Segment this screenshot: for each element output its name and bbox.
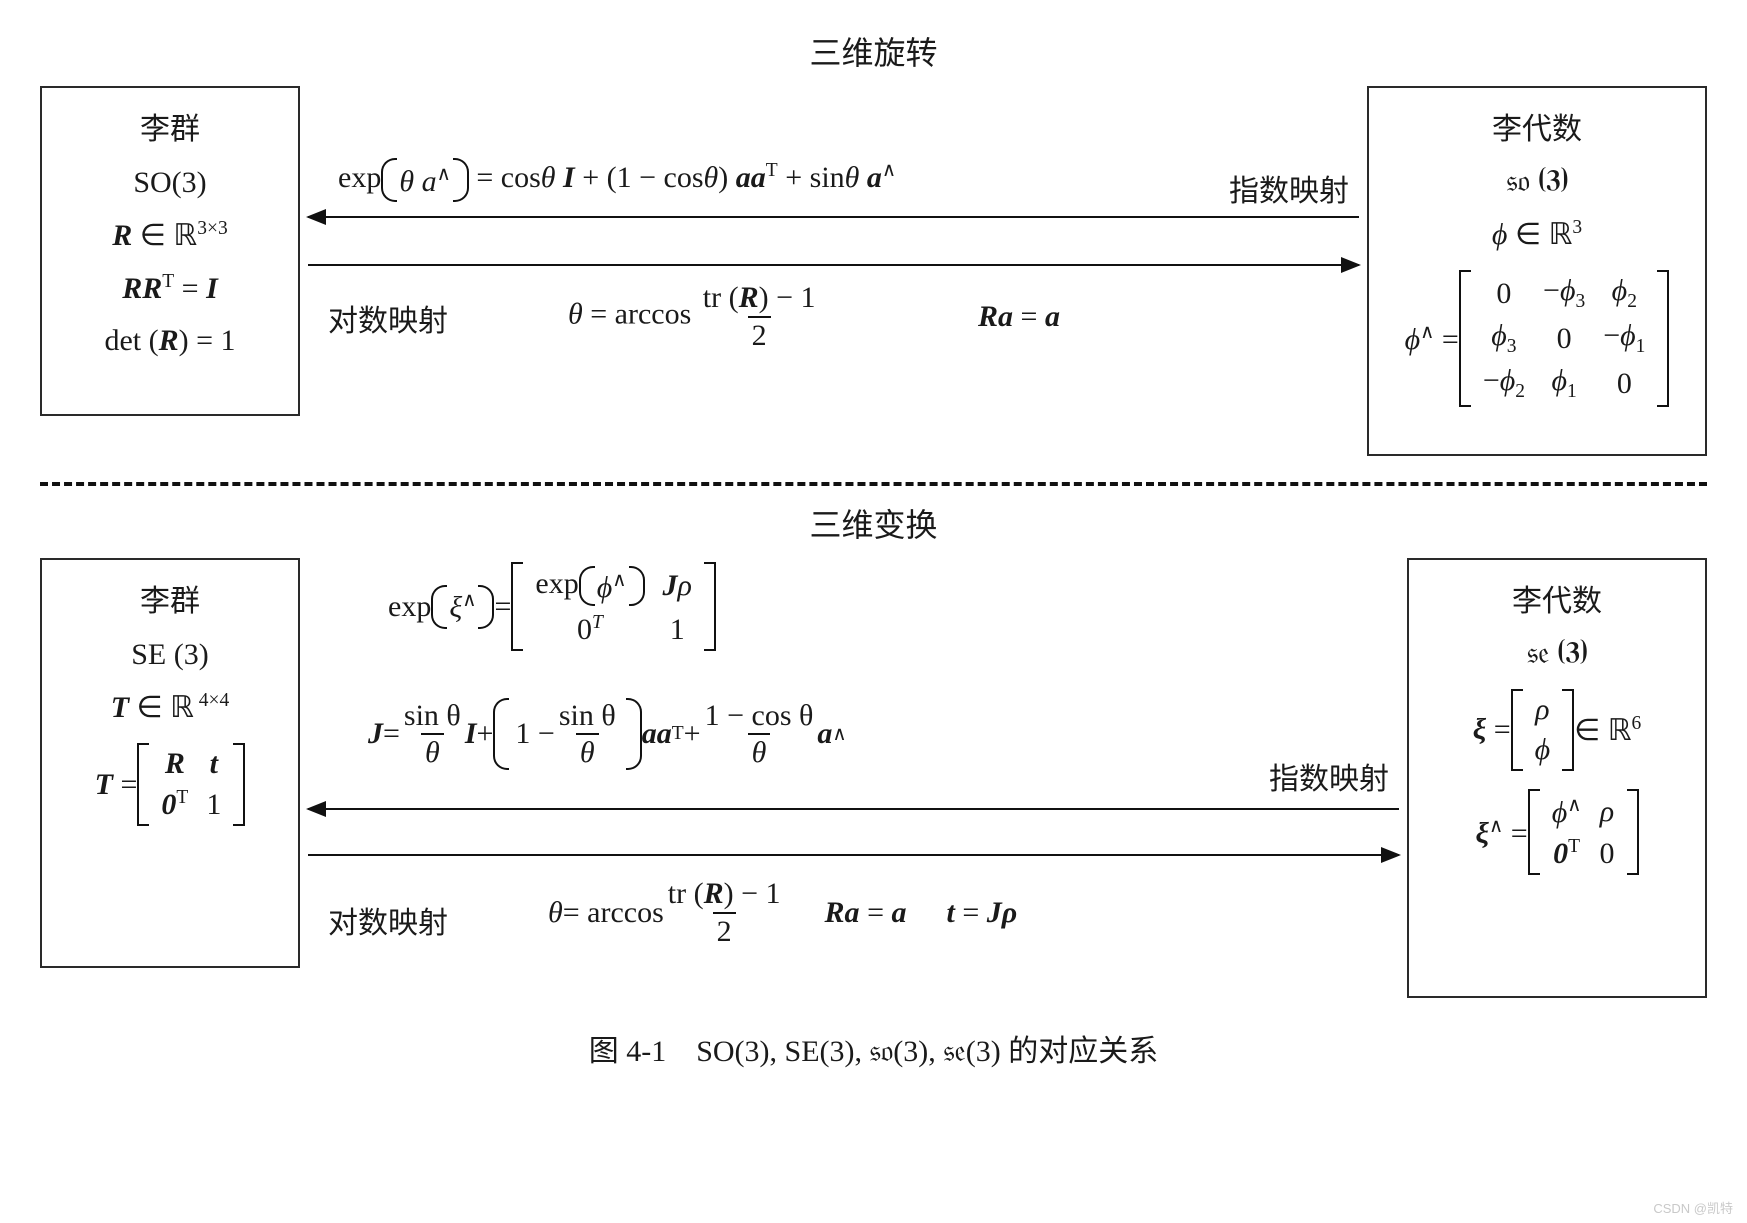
so3-log-label: 对数映射 bbox=[328, 296, 448, 340]
so3-log-formula-theta: θ = arccos tr (R) − 1 2 bbox=[568, 282, 820, 351]
lie-algebra-heading-se3: 李代数 bbox=[1512, 576, 1602, 620]
so3-det: det (R) = 1 bbox=[104, 324, 235, 358]
arrow-log-se3 bbox=[308, 854, 1399, 856]
arrow-exp-se3 bbox=[308, 808, 1399, 810]
top-row: 李群 SO(3) R ∈ ℝ3×3 RRT = I det (R) = 1 ex… bbox=[40, 86, 1707, 456]
se3-J-formula: J = sin θθ I + 1 − sin θθ aaT + 1 − cos … bbox=[368, 698, 847, 770]
se3-exp-matrix: expξ∧ = expϕ∧ Jρ 0T 1 bbox=[388, 562, 716, 651]
diagram-page: 三维旋转 李群 SO(3) R ∈ ℝ3×3 RRT = I det (R) =… bbox=[0, 0, 1747, 1223]
se3-exp-label: 指数映射 bbox=[1269, 754, 1389, 798]
arrow-log-so3 bbox=[308, 264, 1359, 266]
so3-RRt-I: RRT = I bbox=[122, 271, 218, 306]
divider bbox=[40, 482, 1707, 486]
lie-algebra-heading: 李代数 bbox=[1492, 104, 1582, 148]
se3-T-matrix: T = R t 0T 1 bbox=[95, 743, 246, 826]
so3-log-formula-Ra: Ra = a bbox=[978, 300, 1060, 334]
box-lie-algebra-se3: 李代数 𝔰𝔢 (3) ξ = ρ ϕ ∈ ℝ6 ξ∧ = bbox=[1407, 558, 1707, 998]
figure-caption: 图 4-1 SO(3), SE(3), 𝔰𝔬(3), 𝔰𝔢(3) 的对应关系 bbox=[40, 1026, 1707, 1070]
arrow-exp-so3 bbox=[308, 216, 1359, 218]
so3-phi-space: ϕ ∈ ℝ3 bbox=[1492, 217, 1582, 252]
so3-name: SO(3) bbox=[133, 166, 206, 200]
watermark: CSDN @凯特 bbox=[1653, 1198, 1733, 1217]
top-mid: expθ a∧ = cosθ I + (1 − cosθ) aaT + sinθ… bbox=[308, 86, 1359, 416]
so3-exp-label: 指数映射 bbox=[1229, 166, 1349, 210]
lie-group-heading: 李群 bbox=[140, 104, 200, 148]
box-lie-algebra-so3: 李代数 𝔰𝔬 (3) ϕ ∈ ℝ3 ϕ∧ = 0 −ϕ3 ϕ2 ϕ3 0 −ϕ1 bbox=[1367, 86, 1707, 456]
bottom-mid: expξ∧ = expϕ∧ Jρ 0T 1 J = sin θθ I + bbox=[308, 558, 1399, 998]
so3-phi-hat-matrix: ϕ∧ = 0 −ϕ3 ϕ2 ϕ3 0 −ϕ1 −ϕ2 ϕ1 0 bbox=[1405, 270, 1670, 407]
lie-group-heading-se3: 李群 bbox=[140, 576, 200, 620]
arrow-left-icon bbox=[306, 209, 326, 225]
se3-log-label: 对数映射 bbox=[328, 898, 448, 942]
se3-name: SE (3) bbox=[131, 638, 209, 672]
box-lie-group-se3: 李群 SE (3) T ∈ ℝ 4×4 T = R t 0T 1 bbox=[40, 558, 300, 968]
se3-xi-hat: ξ∧ = ϕ∧ ρ 0T 0 bbox=[1476, 789, 1639, 875]
arrow-left-icon bbox=[306, 801, 326, 817]
se3-T-space: T ∈ ℝ 4×4 bbox=[111, 690, 230, 725]
so3-R-space: R ∈ ℝ3×3 bbox=[112, 218, 227, 253]
top-section-title: 三维旋转 bbox=[40, 28, 1707, 74]
so3-algebra-name: 𝔰𝔬 (3) bbox=[1506, 166, 1567, 199]
so3-exp-formula: expθ a∧ = cosθ I + (1 − cosθ) aaT + sinθ… bbox=[338, 158, 896, 202]
arrow-right-icon bbox=[1341, 257, 1361, 273]
bottom-section-title: 三维变换 bbox=[40, 500, 1707, 546]
se3-log-formula: θ = arccos tr (R) − 12 Ra = a t = Jρ bbox=[548, 878, 1017, 947]
se3-xi-def: ξ = ρ ϕ ∈ ℝ6 bbox=[1473, 689, 1642, 771]
box-lie-group-so3: 李群 SO(3) R ∈ ℝ3×3 RRT = I det (R) = 1 bbox=[40, 86, 300, 416]
se3-algebra-name: 𝔰𝔢 (3) bbox=[1527, 638, 1587, 671]
bottom-row: 李群 SE (3) T ∈ ℝ 4×4 T = R t 0T 1 bbox=[40, 558, 1707, 998]
arrow-right-icon bbox=[1381, 847, 1401, 863]
